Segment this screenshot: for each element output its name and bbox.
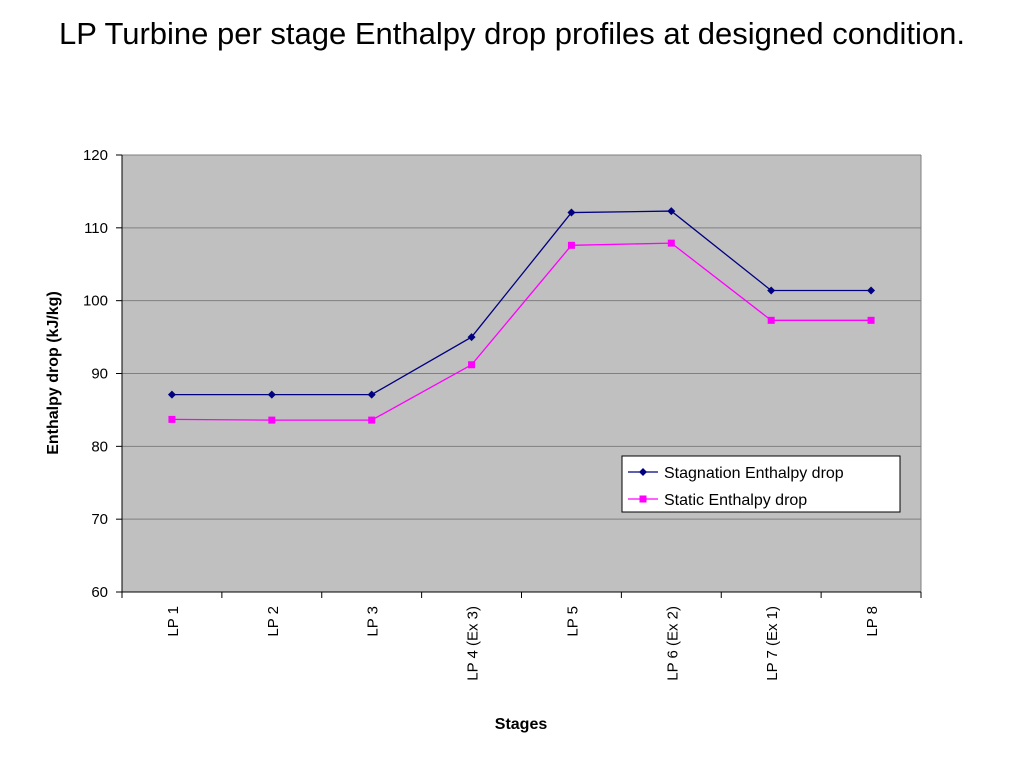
y-tick-label: 110	[84, 220, 108, 237]
data-point	[167, 390, 176, 399]
data-point	[567, 208, 576, 217]
x-tick-label: LP 8	[864, 606, 881, 637]
x-tick-label: LP 3	[365, 606, 382, 637]
data-point	[867, 286, 876, 295]
series-line-1	[171, 210, 872, 396]
y-tick-label: 100	[83, 293, 108, 310]
data-point	[267, 390, 276, 399]
x-tick-label: LP 6 (Ex 2)	[664, 606, 681, 681]
y-tick-label: 80	[91, 438, 108, 455]
data-point	[168, 415, 176, 423]
data-point	[767, 316, 775, 324]
x-tick-label: LP 1	[165, 606, 182, 637]
data-point	[867, 316, 875, 324]
legend-label: Stagnation Enthalpy drop	[664, 465, 844, 482]
data-point	[467, 333, 476, 342]
series-line-2	[171, 242, 872, 421]
chart-title: LP Turbine per stage Enthalpy drop profi…	[59, 16, 965, 51]
data-point	[367, 390, 376, 399]
y-tick-label: 60	[91, 584, 108, 601]
x-tick-label: LP 4 (Ex 3)	[465, 606, 482, 681]
data-point	[767, 286, 776, 295]
legend-box	[621, 455, 901, 513]
legend-label: Static Enthalpy drop	[664, 492, 807, 509]
legend-marker	[639, 495, 647, 503]
data-point	[567, 241, 575, 249]
y-tick-label: 90	[91, 366, 108, 383]
data-point	[368, 416, 376, 424]
legend-marker	[639, 468, 647, 476]
y-tick-label: 120	[83, 147, 108, 164]
x-tick-label: LP 7 (Ex 1)	[764, 606, 781, 681]
x-axis-title: Stages	[495, 716, 548, 733]
data-point	[268, 416, 276, 424]
data-point	[667, 207, 676, 216]
x-tick-label: LP 2	[265, 606, 282, 637]
x-tick-label: LP 5	[564, 606, 581, 637]
data-point	[667, 239, 675, 247]
data-point	[468, 361, 476, 369]
y-tick-label: 70	[91, 511, 108, 528]
y-axis-title: Enthalpy drop (kJ/kg)	[45, 291, 62, 455]
